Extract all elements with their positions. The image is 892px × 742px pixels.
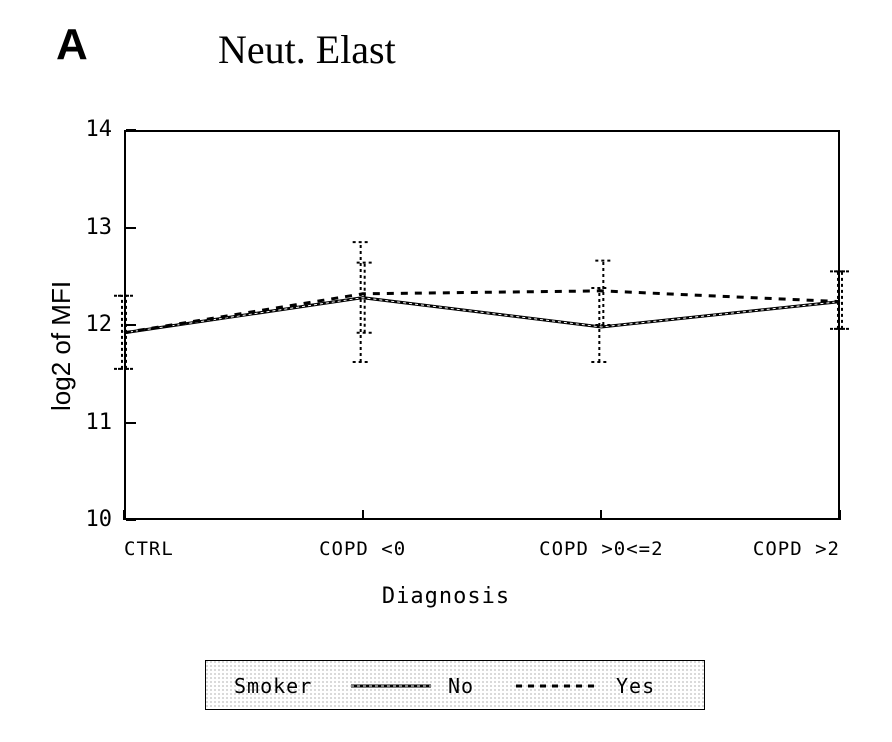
chart-container: A Neut. Elast 1011121314 CTRLCOPD <0COPD… xyxy=(0,0,892,742)
legend: Smoker No Yes xyxy=(205,660,705,710)
plot-svg xyxy=(0,0,892,742)
legend-line-yes xyxy=(516,681,596,691)
legend-item-no: No xyxy=(448,674,474,698)
legend-title: Smoker xyxy=(234,674,312,698)
legend-item-yes: Yes xyxy=(616,674,655,698)
legend-line-no xyxy=(351,681,431,691)
